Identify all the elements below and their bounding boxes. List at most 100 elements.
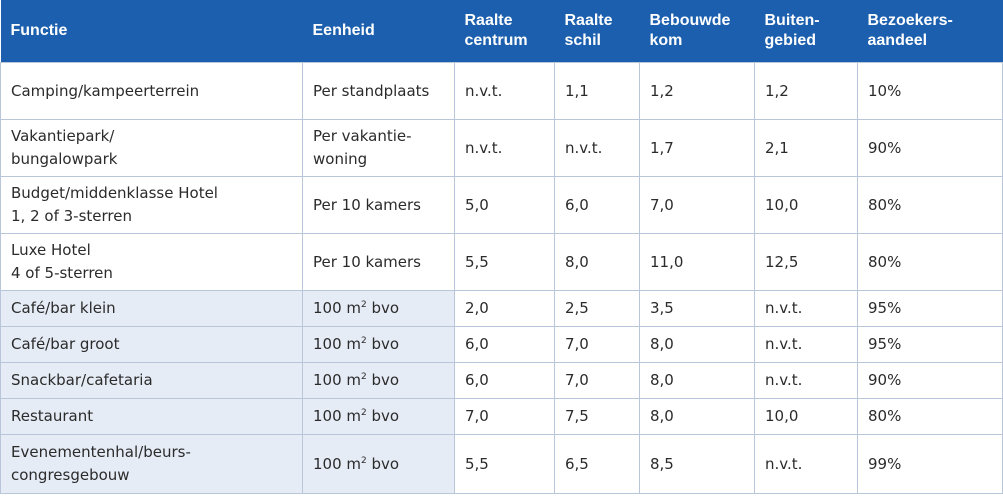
cell-buitengebied: 10,0 [754, 398, 858, 435]
cell-eenheid: Per vakantie- woning [302, 119, 455, 177]
table-row: Vakantiepark/ bungalowpark Per vakantie-… [0, 119, 1003, 177]
table-row: Luxe Hotel 4 of 5-sterren Per 10 kamers … [0, 233, 1003, 291]
cell-bebouwde-kom: 8,0 [639, 326, 755, 363]
cell-functie-line: Budget/middenklasse Hotel [11, 184, 218, 202]
cell-buitengebied: 12,5 [754, 233, 858, 291]
cell-bezoekersaandeel: 90% [857, 119, 1003, 177]
cell-buitengebied: 1,2 [754, 62, 858, 120]
cell-buitengebied: n.v.t. [754, 290, 858, 327]
table-row: Snackbar/cafetaria 100 m2 bvo 6,0 7,0 8,… [0, 362, 1003, 399]
cell-raalte-schil: 7,5 [554, 398, 640, 435]
cell-eenheid-line: Per vakantie- [313, 127, 412, 145]
cell-functie-line: Luxe Hotel [11, 241, 91, 259]
cell-eenheid-suffix: bvo [366, 371, 400, 389]
cell-eenheid: Per 10 kamers [302, 233, 455, 291]
cell-functie-line: Evenementenhal/beurs- [11, 443, 191, 461]
header-bebouwde-kom-line-1: Bebouwde [649, 12, 731, 29]
cell-bebouwde-kom: 7,0 [639, 176, 755, 234]
cell-bebouwde-kom: 8,0 [639, 398, 755, 435]
header-raalte-centrum-line-1: Raalte [464, 12, 513, 29]
cell-functie: Budget/middenklasse Hotel 1, 2 of 3-ster… [0, 176, 303, 234]
cell-functie: Camping/kampeerterrein [0, 62, 303, 120]
header-bebouwde-kom-line-2: kom [649, 32, 683, 49]
cell-raalte-schil: 8,0 [554, 233, 640, 291]
cell-functie-line: 1, 2 of 3-sterren [11, 207, 132, 225]
cell-bezoekersaandeel: 95% [857, 326, 1003, 363]
header-raalte-schil-line-2: schil [564, 32, 601, 49]
cell-eenheid-prefix: 100 m [313, 335, 362, 353]
cell-raalte-centrum: 5,5 [454, 434, 555, 494]
cell-functie: Evenementenhal/beurs- congresgebouw [0, 434, 303, 494]
cell-eenheid-prefix: 100 m [313, 454, 362, 473]
cell-buitengebied: n.v.t. [754, 326, 858, 363]
cell-bebouwde-kom: 11,0 [639, 233, 755, 291]
cell-raalte-schil: 7,0 [554, 362, 640, 399]
header-bebouwde-kom: Bebouwde kom [639, 0, 755, 63]
cell-raalte-centrum: 6,0 [454, 326, 555, 363]
cell-functie-line: Vakantiepark/ [11, 127, 115, 145]
cell-functie: Vakantiepark/ bungalowpark [0, 119, 303, 177]
header-bezoekersaandeel-line-1: Bezoekers- [867, 12, 953, 29]
cell-eenheid-sup: 2 [361, 372, 367, 382]
header-buitengebied: Buiten- gebied [754, 0, 858, 63]
cell-functie: Restaurant [0, 398, 303, 435]
cell-raalte-centrum: 5,0 [454, 176, 555, 234]
header-eenheid: Eenheid [302, 0, 455, 63]
cell-eenheid-prefix: 100 m [313, 407, 362, 425]
cell-raalte-centrum: 7,0 [454, 398, 555, 435]
header-raalte-schil-line-1: Raalte [564, 12, 613, 29]
header-bezoekersaandeel-line-2: aandeel [867, 32, 928, 49]
cell-raalte-schil: 7,0 [554, 326, 640, 363]
cell-eenheid-sup: 2 [361, 408, 367, 418]
cell-eenheid-suffix: bvo [366, 407, 400, 425]
table-row: Restaurant 100 m2 bvo 7,0 7,5 8,0 10,0 8… [0, 398, 1003, 435]
cell-functie-line: Snackbar/cafetaria [11, 371, 153, 389]
table-row: Evenementenhal/beurs- congresgebouw 100 … [0, 434, 1003, 494]
table-row: Café/bar groot 100 m2 bvo 6,0 7,0 8,0 n.… [0, 326, 1003, 363]
header-functie-line: Functie [10, 22, 68, 39]
cell-bezoekersaandeel: 95% [857, 290, 1003, 327]
cell-eenheid-prefix: 100 m [313, 371, 362, 389]
cell-eenheid: 100 m2 bvo [302, 362, 455, 399]
cell-bezoekersaandeel: 10% [857, 62, 1003, 120]
cell-buitengebied: 10,0 [754, 176, 858, 234]
cell-functie-line: congresgebouw [11, 466, 130, 484]
cell-eenheid-suffix: bvo [366, 335, 400, 353]
cell-raalte-centrum: n.v.t. [454, 62, 555, 120]
cell-functie-line: Café/bar klein [11, 299, 116, 317]
cell-eenheid-sup: 2 [361, 300, 367, 310]
header-buitengebied-line-2: gebied [764, 32, 817, 49]
table-row: Budget/middenklasse Hotel 1, 2 of 3-ster… [0, 176, 1003, 234]
cell-eenheid-line: woning [313, 150, 368, 168]
cell-functie: Café/bar klein [0, 290, 303, 327]
header-raalte-centrum: Raalte centrum [454, 0, 555, 63]
cell-eenheid: 100 m2 bvo [302, 290, 455, 327]
cell-eenheid: 100 m2 bvo [302, 326, 455, 363]
cell-functie: Café/bar groot [0, 326, 303, 363]
header-bezoekersaandeel: Bezoekers- aandeel [857, 0, 1003, 63]
cell-bebouwde-kom: 3,5 [639, 290, 755, 327]
cell-functie: Snackbar/cafetaria [0, 362, 303, 399]
cell-raalte-schil: 2,5 [554, 290, 640, 327]
cell-buitengebied: n.v.t. [754, 434, 858, 494]
cell-bezoekersaandeel: 90% [857, 362, 1003, 399]
cell-bebouwde-kom: 8,0 [639, 362, 755, 399]
cell-bebouwde-kom: 1,2 [639, 62, 755, 120]
header-raalte-schil: Raalte schil [554, 0, 640, 63]
cell-raalte-schil: n.v.t. [554, 119, 640, 177]
cell-raalte-centrum: 6,0 [454, 362, 555, 399]
cell-eenheid-suffix: bvo [366, 454, 400, 473]
cell-functie-line: bungalowpark [11, 150, 118, 168]
cell-functie-line: Restaurant [11, 407, 94, 425]
cell-bezoekersaandeel: 99% [857, 434, 1003, 494]
cell-eenheid: 100 m2 bvo [302, 398, 455, 435]
header-eenheid-line: Eenheid [312, 22, 375, 39]
cell-functie-line: Café/bar groot [11, 335, 120, 353]
cell-bebouwde-kom: 8,5 [639, 434, 755, 494]
cell-eenheid-line: Per 10 kamers [313, 252, 421, 271]
cell-eenheid-sup: 2 [361, 336, 367, 346]
cell-buitengebied: 2,1 [754, 119, 858, 177]
cell-bebouwde-kom: 1,7 [639, 119, 755, 177]
header-functie: Functie [0, 0, 303, 63]
